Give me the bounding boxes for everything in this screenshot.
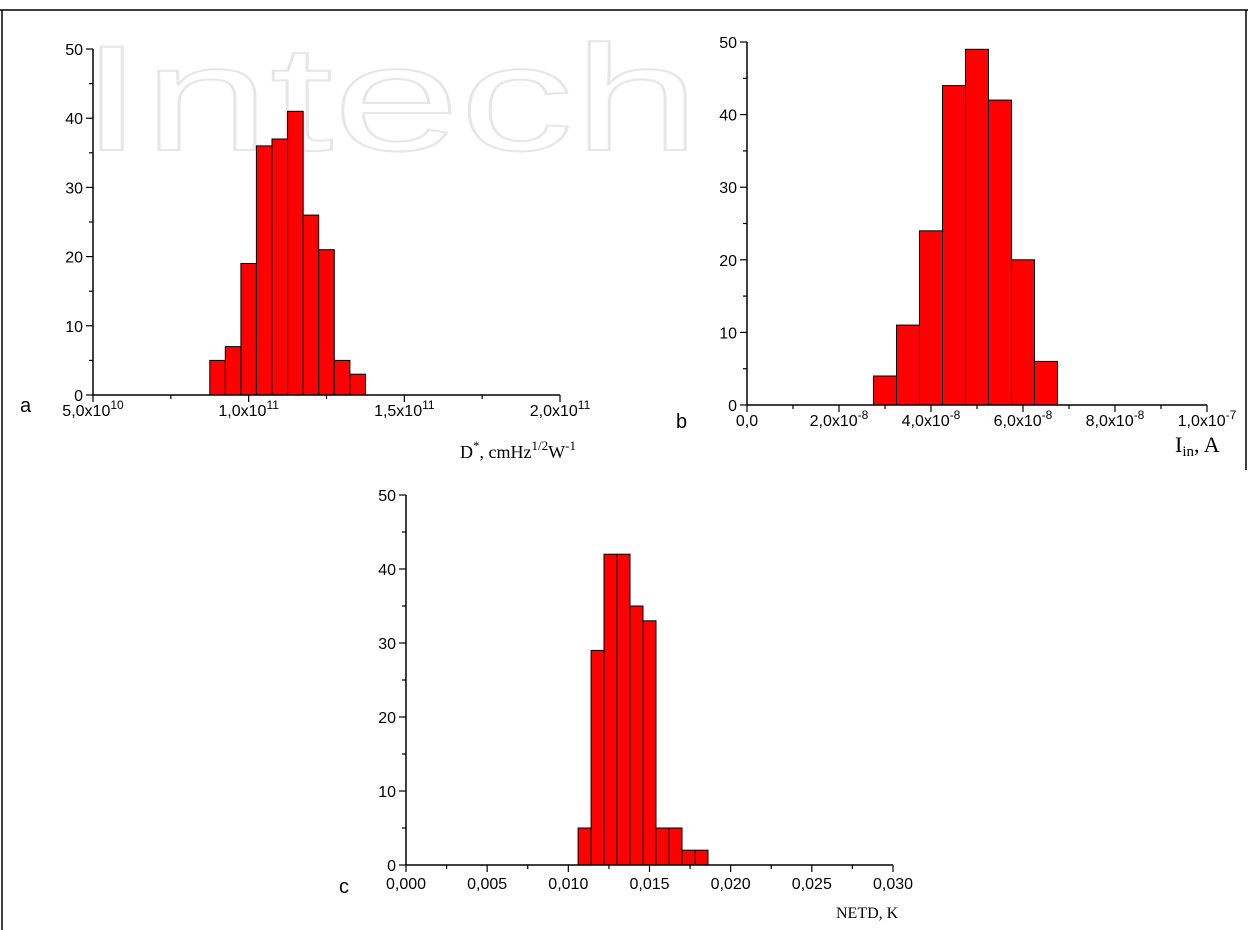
histogram-bar [590,649,605,866]
y-tick-label: 30 [719,180,737,197]
watermark: Intech [80,14,700,182]
histogram-bar [629,605,644,866]
x-tick-label: 1,0x1011 [218,398,279,420]
x-tick-label: 0,020 [711,876,751,893]
histogram-bar [349,373,366,396]
y-tick-label: 50 [719,35,737,52]
histogram-bar [287,110,304,396]
histogram-panel-b: 0 10 20 30 40 50 0,0 2,0x10-8 4,0x10-8 6,0x10-8 8,… [676,35,1237,460]
y-tick-label: 30 [65,180,83,197]
x-tick-label: 8,0x10-8 [1086,408,1145,430]
histogram-bar [681,849,696,866]
y-tick-label: 0 [728,398,737,415]
x-tick-label: 0,0 [736,413,758,430]
y-tick-label: 30 [378,636,396,653]
y-tick-label: 0 [387,858,396,875]
panel-letter: a [20,395,32,417]
histogram-panel-a: 0 10 20 30 40 50 5,0x1010 1,0x1011 1,5x1011 2,0x1… [20,42,591,462]
histogram-bar [694,849,709,866]
y-tick-label: 10 [65,319,83,336]
histogram-bar [965,48,989,406]
x-tick-label: 0,010 [548,876,588,893]
y-tick-label: 40 [719,108,737,125]
x-axis-title: Iin, A [1175,432,1220,460]
histogram-bar [942,85,966,406]
x-axis-title: D*, cmHz1/2W-1 [460,438,576,462]
histogram-bar [255,145,273,396]
panel-letter: c [339,876,349,898]
histogram-bar [896,324,920,406]
histogram-bar [603,553,618,866]
histogram-bar [318,249,335,396]
y-tick-label: 10 [378,784,396,801]
panel-letter: b [676,411,687,433]
y-tick-label: 40 [378,562,396,579]
x-tick-label: 2,0x10-8 [810,408,869,430]
x-tick-label: 2,0x1011 [530,398,591,420]
histogram-bar [655,827,670,866]
y-tick-label: 0 [74,388,83,405]
histogram-bar [271,138,289,396]
histogram-bar [224,346,242,396]
y-tick-label: 20 [719,253,737,270]
histogram-bar [209,359,226,396]
y-tick-label: 20 [378,710,396,727]
histogram-bar [668,827,683,866]
x-tick-label: 4,0x10-8 [902,408,961,430]
x-tick-label: 1,5x1011 [374,398,435,420]
y-tick-label: 10 [719,325,737,342]
x-tick-label: 5,0x1010 [62,398,124,420]
x-axis-title: NETD, K [836,905,899,922]
histogram-panel-c: 0 10 20 30 40 50 0,000 0,005 0,010 0,015 0,020 0,02… [339,488,913,922]
histogram-bar [988,99,1012,406]
x-tick-label: 0,000 [386,876,426,893]
y-tick-label: 50 [65,42,83,59]
x-tick-label: 0,025 [792,876,832,893]
x-tick-label: 0,030 [873,876,913,893]
histogram-bar [302,214,320,396]
y-tick-label: 50 [378,488,396,505]
histogram-bar [919,230,943,406]
histogram-bar [1011,259,1035,406]
x-tick-label: 1,0x10-7 [1178,408,1237,430]
y-tick-label: 40 [65,111,83,128]
histogram-bar [1034,360,1058,406]
histogram-bar [616,553,631,866]
histogram-bar [873,375,897,406]
x-tick-label: 0,015 [629,876,669,893]
y-tick-label: 20 [65,250,83,267]
x-tick-label: 0,005 [467,876,507,893]
x-tick-label: 6,0x10-8 [994,408,1053,430]
histogram-bar [333,359,351,396]
histogram-bar [642,620,657,866]
histogram-bar [577,827,592,866]
histogram-bar [240,263,257,396]
